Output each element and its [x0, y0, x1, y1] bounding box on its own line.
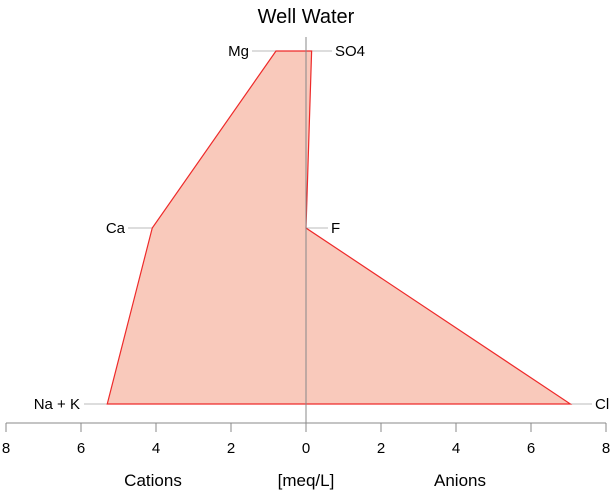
cation-label-2: Na + K	[34, 396, 80, 413]
x-axis-label-units: [meq/L]	[278, 471, 335, 490]
x-axis-label-cations: Cations	[124, 471, 182, 490]
x-tick-label: 8	[602, 440, 610, 457]
anion-label-1: F	[331, 220, 340, 237]
stiff-polygon	[106, 50, 573, 405]
cation-label-0: Mg	[228, 43, 249, 60]
cation-label-1: Ca	[106, 220, 126, 237]
x-tick-label: 0	[302, 440, 310, 457]
x-tick-label: 6	[527, 440, 535, 457]
chart-title: Well Water	[258, 6, 355, 28]
x-tick-label: 2	[377, 440, 385, 457]
x-tick-label: 4	[152, 440, 160, 457]
x-axis-label-anions: Anions	[434, 471, 486, 490]
x-tick-label: 8	[2, 440, 10, 457]
anion-label-2: Cl	[595, 396, 609, 413]
anion-label-0: SO4	[335, 43, 365, 60]
x-tick-label: 4	[452, 440, 460, 457]
x-tick-label: 2	[227, 440, 235, 457]
x-tick-label: 6	[77, 440, 85, 457]
